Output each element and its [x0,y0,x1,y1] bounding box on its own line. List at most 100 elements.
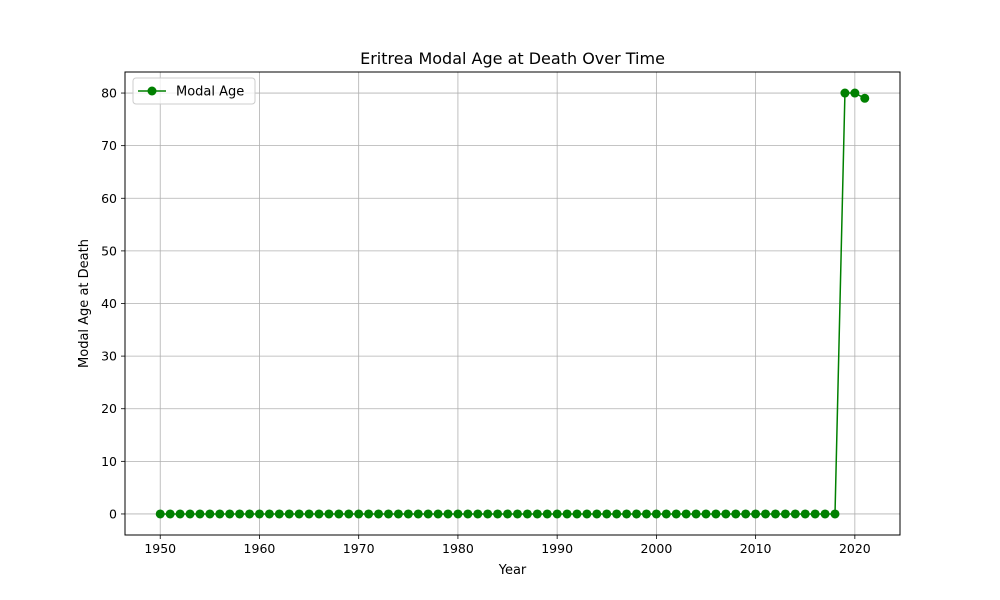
data-point [304,509,314,519]
y-tick-label: 30 [101,349,117,364]
data-point [483,509,493,519]
data-point [542,509,552,519]
y-tick-label: 0 [109,506,117,521]
data-point [413,509,423,519]
data-point [562,509,572,519]
data-point [780,509,790,519]
data-point [770,509,780,519]
x-tick-label: 2000 [640,541,672,556]
data-point [850,88,860,98]
x-axis-title: Year [498,563,527,578]
data-point [354,509,364,519]
data-point [651,509,661,519]
legend-label-modal-age: Modal Age [176,85,244,100]
data-point [632,509,642,519]
data-point [383,509,393,519]
data-point [701,509,711,519]
x-tick-label: 1970 [343,541,375,556]
x-tick-label: 1960 [244,541,276,556]
y-tick-label: 40 [101,296,117,311]
y-tick-label: 20 [101,401,117,416]
data-point [840,88,850,98]
axis-ticks: 1950 1960 1970 1980 1990 2000 2010 2020 0 10 20 30 4… [101,86,871,556]
data-point [830,509,840,519]
chart-title: Eritrea Modal Age at Death Over Time [360,49,665,68]
data-point [225,509,235,519]
data-point [344,509,354,519]
data-point [860,93,870,103]
data-point [374,509,384,519]
y-tick-label: 10 [101,454,117,469]
data-point [612,509,622,519]
data-point [264,509,274,519]
legend-marker-swatch [147,86,157,96]
data-point [721,509,731,519]
data-point [443,509,453,519]
data-point [820,509,830,519]
legend: Modal Age [132,77,256,105]
legend-box [132,77,256,105]
data-point [274,509,284,519]
data-point [473,509,483,519]
data-point [175,509,185,519]
y-tick-label: 80 [101,86,117,101]
data-point [165,509,175,519]
x-tick-label: 1950 [144,541,176,556]
data-point [433,509,443,519]
data-point [403,509,413,519]
data-point [512,509,522,519]
data-point [592,509,602,519]
data-point [245,509,255,519]
data-point [393,509,403,519]
data-point [751,509,761,519]
data-point [671,509,681,519]
data-point [423,509,433,519]
data-point [681,509,691,519]
x-tick-label: 2020 [839,541,871,556]
data-point [254,509,264,519]
data-point [532,509,542,519]
data-point [324,509,334,519]
data-point [493,509,503,519]
data-point [810,509,820,519]
x-tick-label: 2010 [740,541,772,556]
data-point [155,509,165,519]
data-point [463,509,473,519]
data-point [800,509,810,519]
data-point [711,509,721,519]
data-point [235,509,245,519]
data-point [334,509,344,519]
data-point [602,509,612,519]
data-point [582,509,592,519]
data-point [572,509,582,519]
x-tick-label: 1990 [541,541,573,556]
data-point [364,509,374,519]
data-point [503,509,513,519]
data-point [522,509,532,519]
data-point [215,509,225,519]
data-point [641,509,651,519]
y-tick-label: 70 [101,138,117,153]
data-point [622,509,632,519]
y-axis-title: Modal Age at Death [77,239,92,368]
data-point [314,509,324,519]
data-point [741,509,751,519]
x-tick-label: 1980 [442,541,474,556]
data-point [661,509,671,519]
data-point [294,509,304,519]
series-layer [155,88,870,519]
data-point [552,509,562,519]
data-point [205,509,215,519]
data-point [185,509,195,519]
data-point [195,509,205,519]
y-tick-label: 50 [101,243,117,258]
data-point [284,509,294,519]
y-tick-label: 60 [101,191,117,206]
data-point [691,509,701,519]
data-point [731,509,741,519]
data-point [453,509,463,519]
data-point [761,509,771,519]
data-point [790,509,800,519]
